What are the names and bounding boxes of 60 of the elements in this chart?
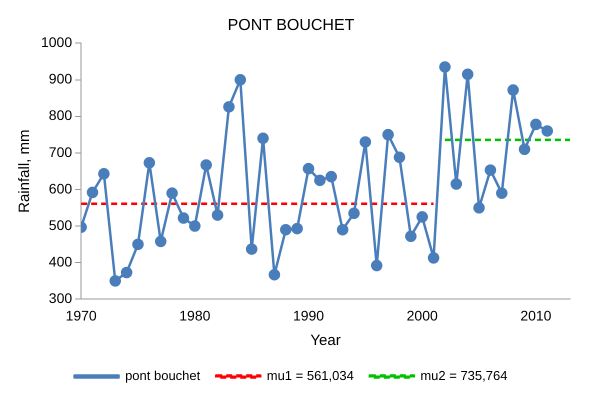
legend-label: mu1 = 561,034 (266, 368, 354, 384)
point (280, 224, 292, 236)
point (450, 178, 462, 190)
y-tick-label: 1000 (40, 34, 72, 50)
point (246, 243, 258, 255)
point (360, 136, 372, 148)
x-axis-title: Year (310, 332, 341, 350)
point (462, 68, 474, 80)
point (370, 260, 382, 272)
point (98, 168, 110, 180)
point (416, 211, 428, 223)
point (530, 118, 542, 130)
x-tick-label: 1980 (179, 307, 211, 324)
y-axis-title: Rainfall, mm (16, 130, 34, 213)
point (496, 187, 508, 199)
point (291, 222, 303, 234)
legend-label: pont bouchet (125, 368, 201, 384)
y-tick-label: 700 (48, 144, 72, 160)
point (189, 220, 201, 232)
point (86, 186, 98, 198)
x-tick-label: 2010 (520, 307, 552, 324)
x-tick-label: 1970 (66, 307, 97, 324)
point (348, 208, 360, 220)
point (302, 162, 314, 174)
point (507, 84, 519, 96)
point (257, 132, 269, 144)
point (542, 125, 554, 137)
point (223, 101, 235, 113)
point (268, 268, 280, 280)
y-tick-label: 800 (48, 107, 72, 124)
point (110, 275, 121, 287)
point (178, 212, 190, 224)
y-tick-label: 900 (48, 70, 72, 87)
point (439, 61, 451, 73)
point (336, 224, 348, 236)
point (200, 159, 212, 171)
y-tick-label: 500 (48, 216, 72, 233)
y-tick-label: 600 (48, 180, 72, 196)
point (518, 144, 530, 156)
x-tick-label: 1990 (292, 307, 324, 324)
point (166, 187, 178, 199)
point (405, 230, 417, 242)
point (154, 236, 166, 248)
point (382, 128, 394, 140)
point (326, 170, 338, 182)
point (120, 266, 132, 278)
x-tick-label: 2000 (406, 307, 438, 324)
point (144, 157, 156, 169)
y-tick-label: 300 (48, 290, 72, 306)
point (234, 74, 246, 86)
point (394, 152, 406, 164)
point (428, 252, 440, 264)
legend-label: mu2 = 735,764 (420, 368, 508, 384)
point (132, 238, 144, 250)
y-tick-label: 400 (48, 253, 72, 270)
point (212, 209, 224, 221)
point (314, 174, 326, 186)
point (484, 164, 496, 176)
chart-title: PONT BOUCHET (228, 17, 355, 34)
point (473, 202, 485, 214)
